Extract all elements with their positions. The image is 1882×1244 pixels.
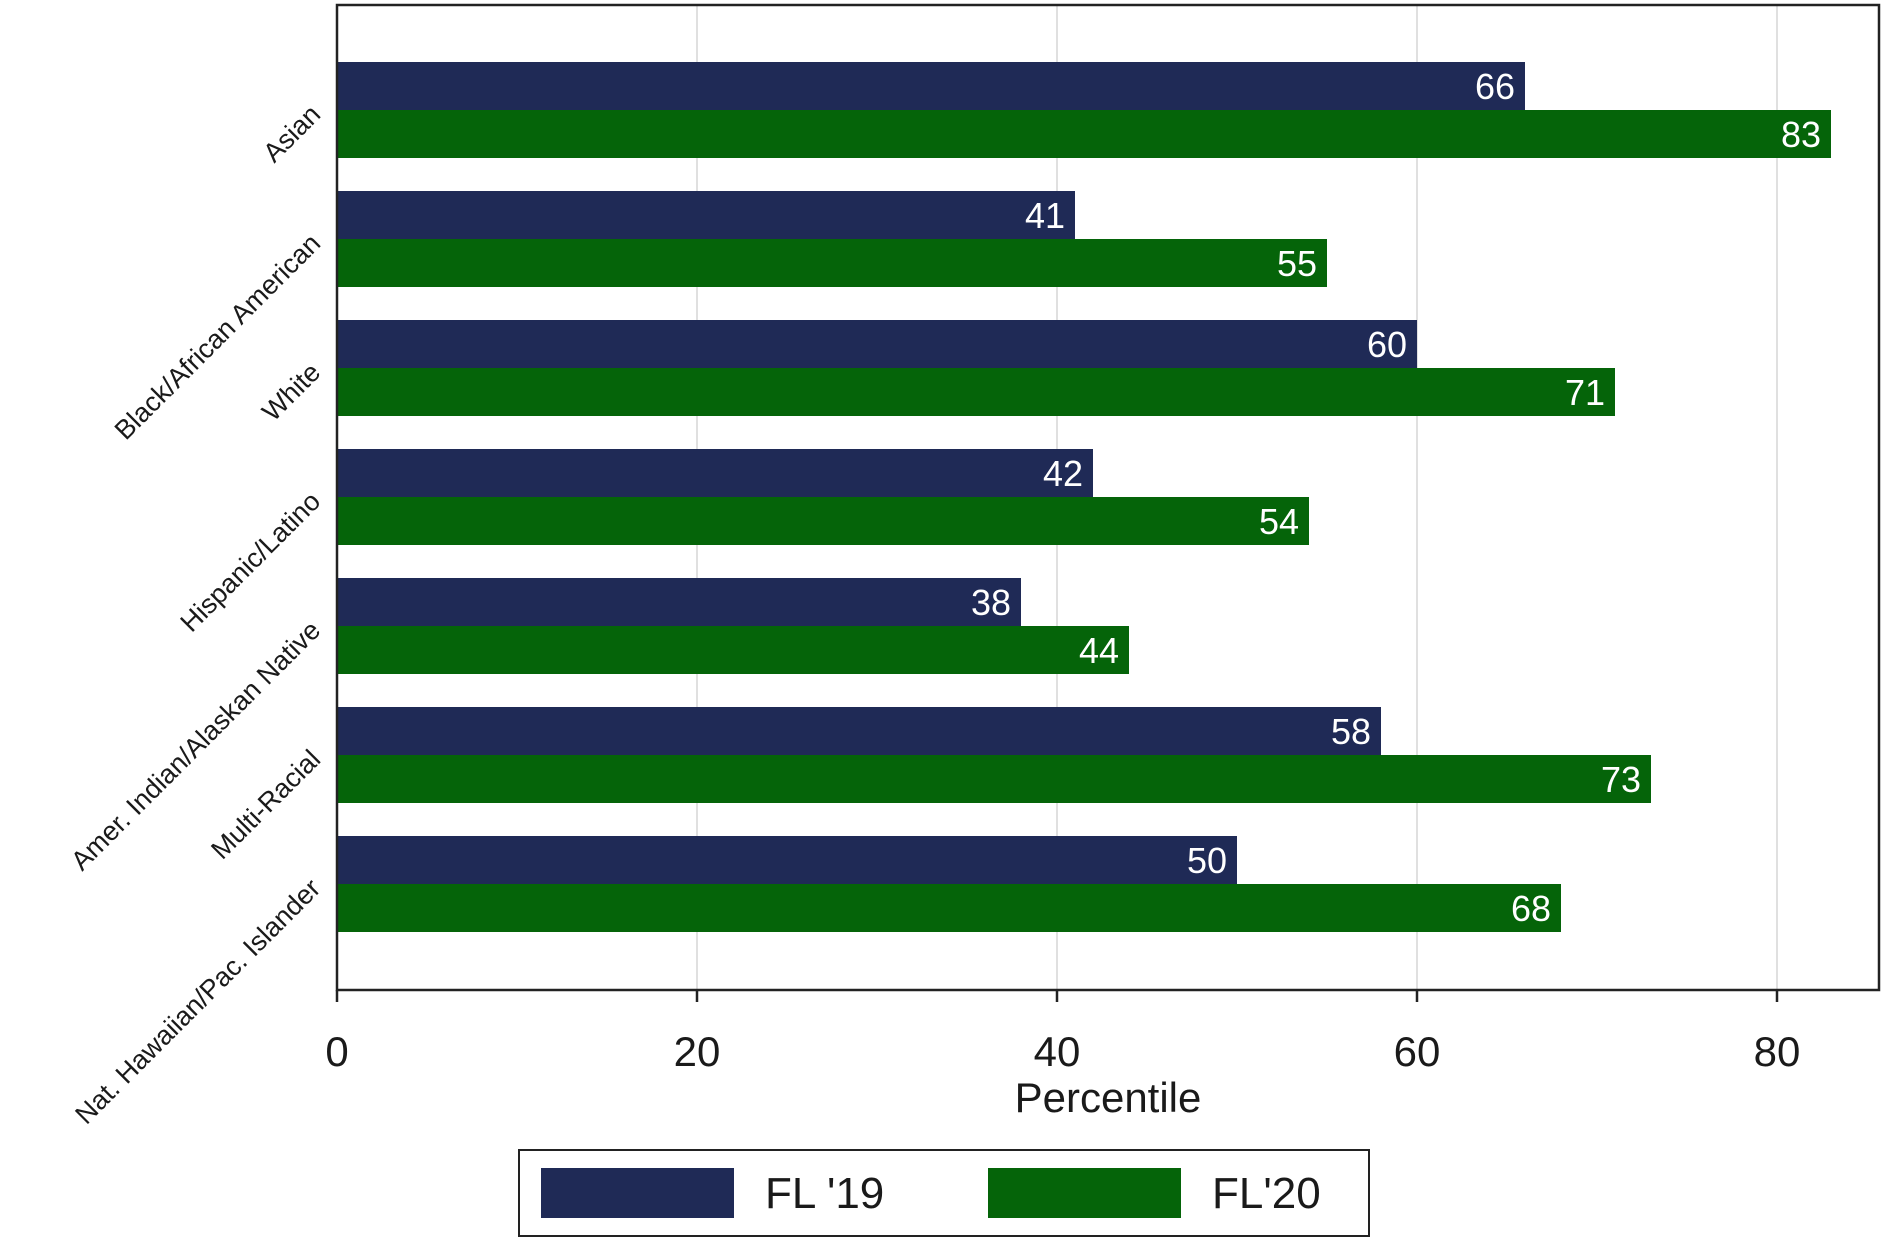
- x-tick-label-0: 0: [325, 1028, 348, 1075]
- bar-fl-19-nat-hawaiian-pac-islander: [337, 836, 1237, 884]
- x-axis-label: Percentile: [1015, 1074, 1202, 1121]
- data-label-fl-19-asian: 66: [1475, 66, 1515, 107]
- bars: 66 83 41 55 60 71 42 54 38 44 58 73 50 68: [337, 62, 1831, 932]
- legend-swatch-fl-20: [988, 1168, 1181, 1218]
- data-label-fl-20-black-african-american: 55: [1277, 243, 1317, 284]
- bar-fl-20-hispanic-latino: [337, 497, 1309, 545]
- bar-fl-19-asian: [337, 62, 1525, 110]
- bar-fl-19-black-african-american: [337, 191, 1075, 239]
- bar-fl-19-white: [337, 320, 1417, 368]
- legend-label-fl-19: FL '19: [765, 1169, 884, 1218]
- x-tick-label-60: 60: [1394, 1028, 1441, 1075]
- legend-label-fl-20: FL'20: [1212, 1169, 1321, 1218]
- x-tick-label-20: 20: [674, 1028, 721, 1075]
- bar-fl-20-black-african-american: [337, 239, 1327, 287]
- data-label-fl-19-white: 60: [1367, 324, 1407, 365]
- bar-fl-20-amer-indian-alaskan-native: [337, 626, 1129, 674]
- data-label-fl-20-amer-indian-alaskan-native: 44: [1079, 630, 1119, 671]
- bar-fl-19-amer-indian-alaskan-native: [337, 578, 1021, 626]
- bar-fl-20-asian: [337, 110, 1831, 158]
- bar-fl-20-multi-racial: [337, 755, 1651, 803]
- data-label-fl-20-white: 71: [1565, 372, 1605, 413]
- bar-fl-19-hispanic-latino: [337, 449, 1093, 497]
- legend-swatch-fl-19: [541, 1168, 734, 1218]
- bar-fl-20-nat-hawaiian-pac-islander: [337, 884, 1561, 932]
- data-label-fl-20-multi-racial: 73: [1601, 759, 1641, 800]
- x-tick-label-80: 80: [1754, 1028, 1801, 1075]
- legend: FL '19 FL'20: [518, 1149, 1370, 1237]
- data-label-fl-19-amer-indian-alaskan-native: 38: [971, 582, 1011, 623]
- bar-fl-20-white: [337, 368, 1615, 416]
- data-label-fl-20-nat-hawaiian-pac-islander: 68: [1511, 888, 1551, 929]
- x-tick-label-40: 40: [1034, 1028, 1081, 1075]
- data-label-fl-20-hispanic-latino: 54: [1259, 501, 1299, 542]
- bar-fl-19-multi-racial: [337, 707, 1381, 755]
- data-label-fl-20-asian: 83: [1781, 114, 1821, 155]
- data-label-fl-19-nat-hawaiian-pac-islander: 50: [1187, 840, 1227, 881]
- data-label-fl-19-multi-racial: 58: [1331, 711, 1371, 752]
- x-axis: 0 20 40 60 80: [325, 990, 1800, 1075]
- plot-frame: [335, 3, 1881, 992]
- data-label-fl-19-hispanic-latino: 42: [1043, 453, 1083, 494]
- data-label-fl-19-black-african-american: 41: [1025, 195, 1065, 236]
